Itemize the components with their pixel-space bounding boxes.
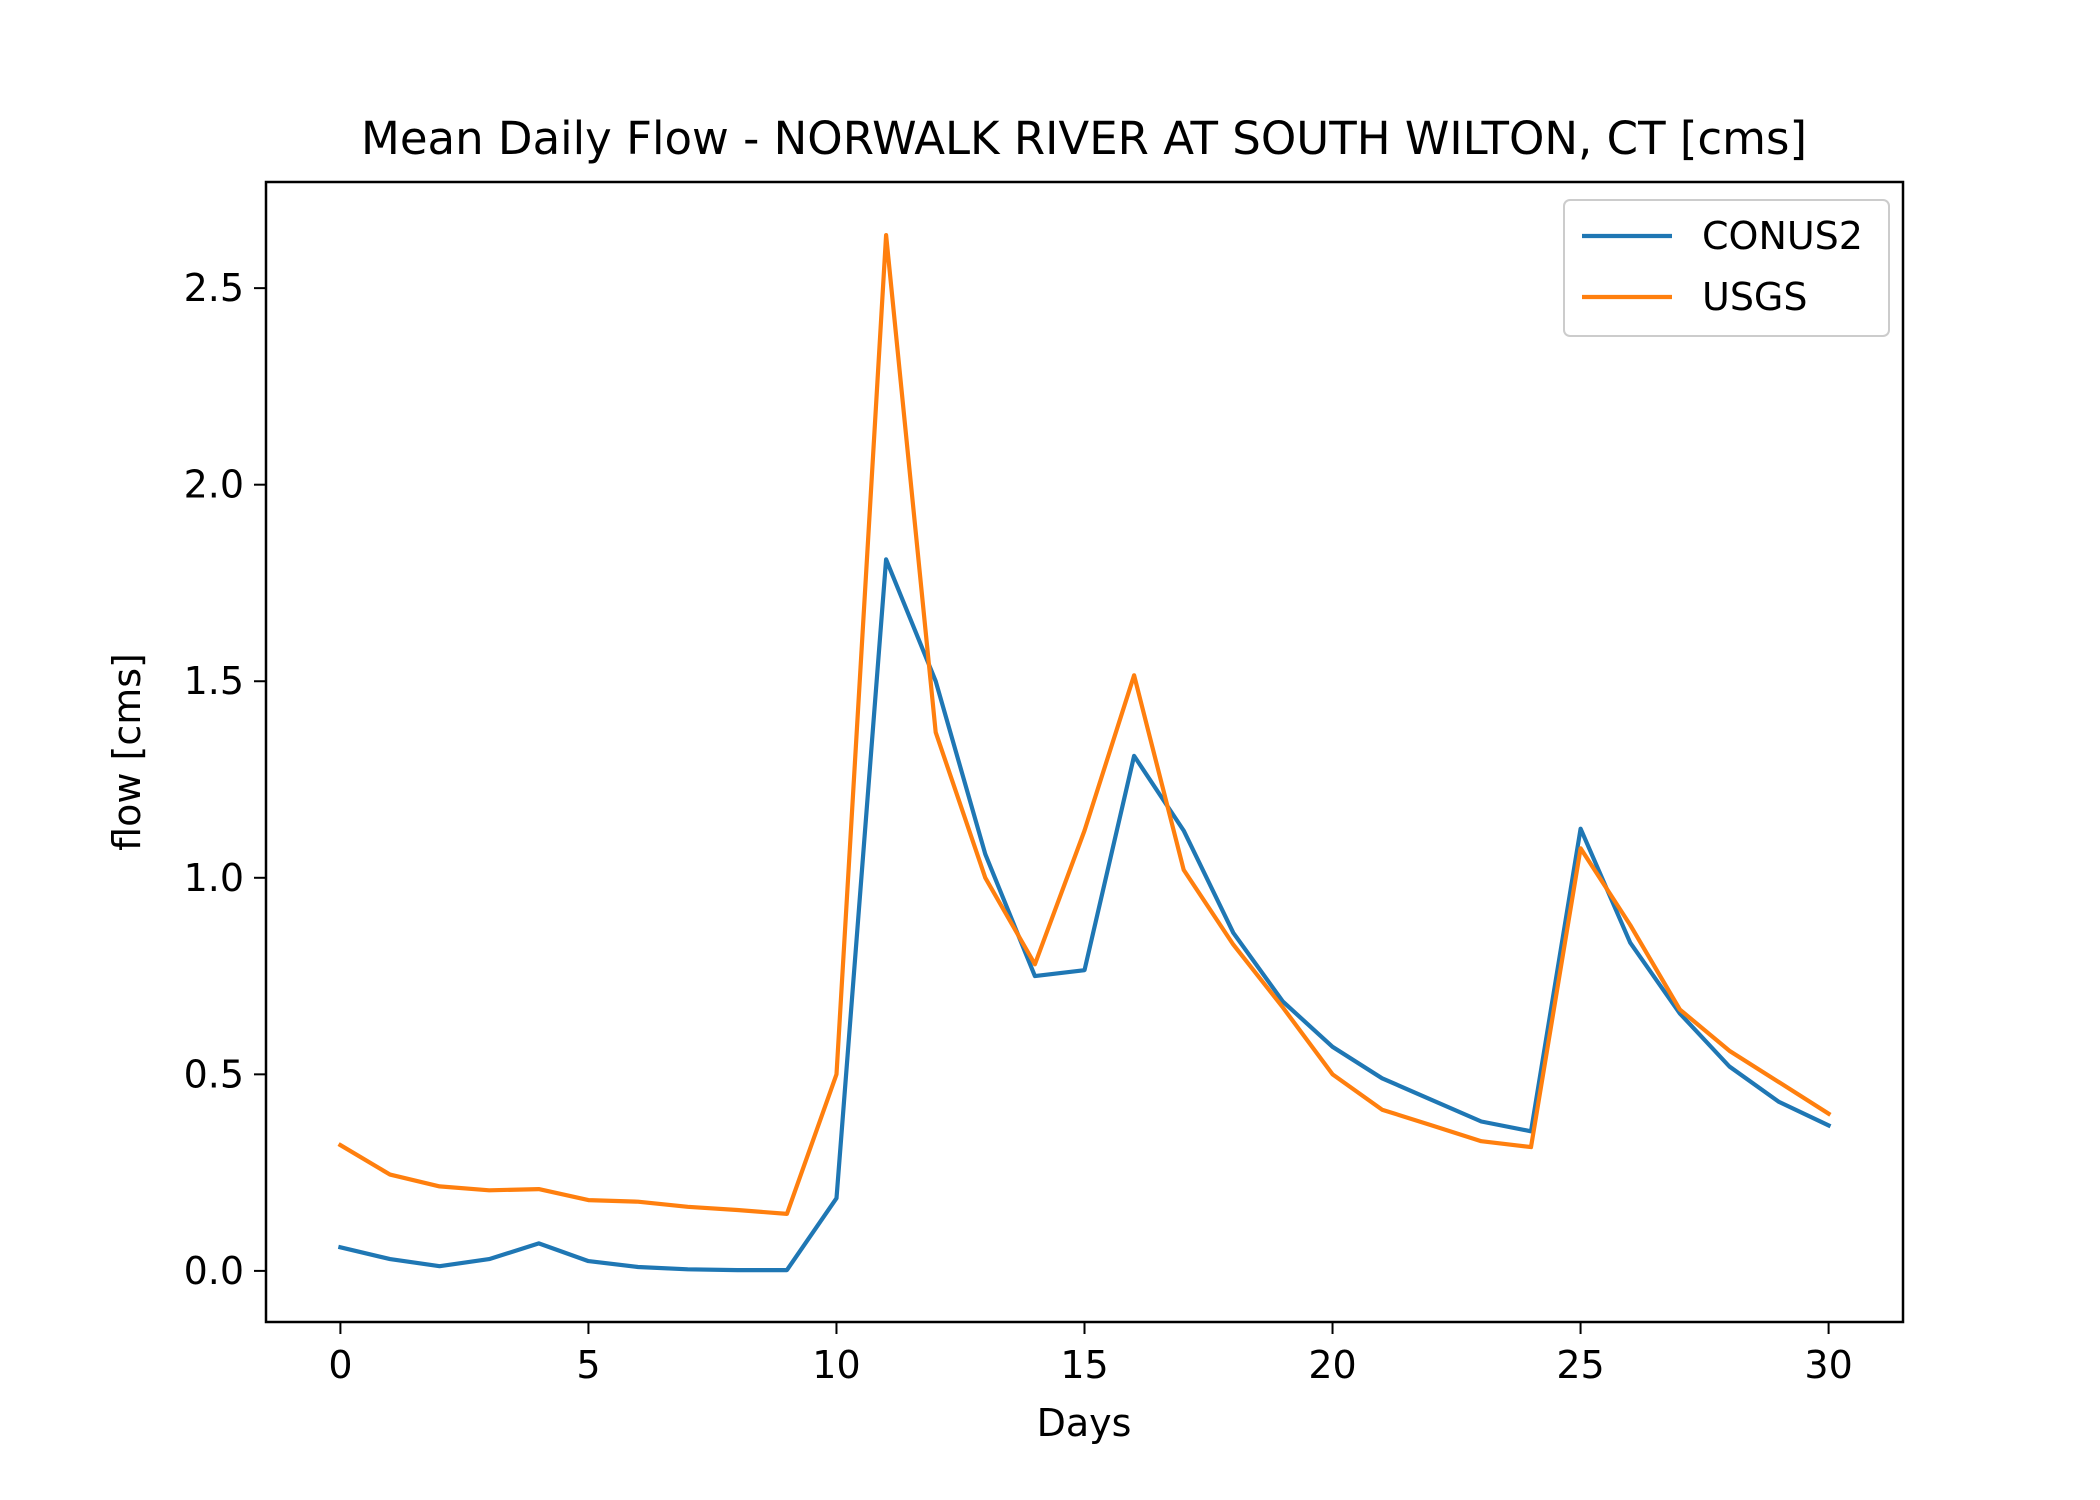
- y-axis: 0.0 0.5 1.0 1.5 2.0 2.5: [184, 266, 266, 1293]
- y-axis-label: flow [cms]: [105, 653, 149, 851]
- y-tick-label: 1.5: [184, 659, 244, 703]
- x-axis-label: Days: [1037, 1401, 1132, 1445]
- legend-label: CONUS2: [1702, 214, 1863, 258]
- y-tick-label: 1.0: [184, 856, 244, 900]
- x-tick-label: 25: [1556, 1343, 1604, 1387]
- legend: CONUS2 USGS: [1563, 199, 1890, 337]
- y-tick-label: 2.0: [184, 463, 244, 507]
- legend-label: USGS: [1702, 275, 1808, 319]
- x-tick-label: 20: [1308, 1343, 1356, 1387]
- x-tick-label: 30: [1804, 1343, 1852, 1387]
- x-tick-label: 0: [328, 1343, 352, 1387]
- y-tick-label: 2.5: [184, 266, 244, 310]
- series-line-conus2: [337, 557, 1832, 1273]
- x-tick-label: 5: [576, 1343, 600, 1387]
- y-tick-label: 0.5: [184, 1052, 244, 1096]
- series-layer: [337, 233, 1832, 1273]
- y-tick-label: 0.0: [184, 1249, 244, 1293]
- x-axis: 0 5 10 15 20 25 30: [328, 1322, 1853, 1387]
- chart-title: Mean Daily Flow - NORWALK RIVER AT SOUTH…: [361, 112, 1807, 165]
- x-tick-label: 10: [812, 1343, 860, 1387]
- x-tick-label: 15: [1060, 1343, 1108, 1387]
- series-line-usgs: [337, 233, 1832, 1217]
